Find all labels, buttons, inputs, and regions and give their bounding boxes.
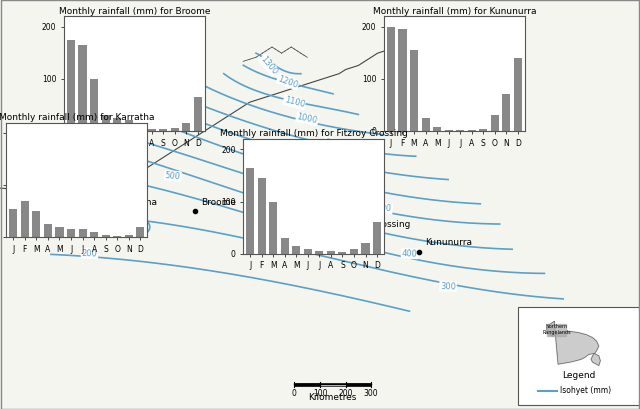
Bar xyxy=(304,249,312,254)
Text: 900: 900 xyxy=(324,137,341,149)
Bar xyxy=(125,121,132,131)
Bar xyxy=(387,27,395,131)
Bar xyxy=(468,130,476,131)
Bar xyxy=(456,130,464,131)
Bar xyxy=(491,115,499,131)
Bar xyxy=(514,58,522,131)
Text: Legend: Legend xyxy=(563,371,596,380)
Bar xyxy=(113,118,121,131)
Bar xyxy=(67,229,75,237)
Bar xyxy=(316,251,323,254)
Bar xyxy=(102,115,109,131)
Bar xyxy=(445,130,452,131)
Bar xyxy=(90,79,98,131)
Bar xyxy=(339,252,346,254)
Bar xyxy=(79,229,86,237)
Bar xyxy=(362,243,369,254)
Bar xyxy=(21,201,29,237)
Text: 100: 100 xyxy=(313,389,327,398)
Text: Northern
Rangelands: Northern Rangelands xyxy=(542,324,571,335)
Text: 1300: 1300 xyxy=(259,54,279,76)
Bar xyxy=(422,118,429,131)
Title: Monthly rainfall (mm) for Kununurra: Monthly rainfall (mm) for Kununurra xyxy=(372,7,536,16)
Bar xyxy=(136,128,144,131)
Bar xyxy=(269,202,277,254)
Bar xyxy=(125,235,132,237)
Title: Monthly rainfall (mm) for Broome: Monthly rainfall (mm) for Broome xyxy=(59,7,210,16)
Text: 300: 300 xyxy=(364,389,378,398)
Bar xyxy=(246,168,254,254)
Bar xyxy=(67,40,75,131)
Bar xyxy=(410,50,418,131)
Text: Karratha: Karratha xyxy=(118,198,157,207)
Text: 400: 400 xyxy=(401,249,418,258)
Bar xyxy=(136,227,144,237)
Bar xyxy=(502,94,510,131)
Bar xyxy=(90,232,98,237)
Text: 700: 700 xyxy=(260,171,277,181)
Title: Monthly rainfall (mm) for Fitzroy Crossing: Monthly rainfall (mm) for Fitzroy Crossi… xyxy=(220,129,408,138)
Bar xyxy=(294,383,320,386)
Text: 200: 200 xyxy=(339,389,353,398)
Bar xyxy=(171,128,179,131)
Title: Monthly rainfall (mm) for Karratha: Monthly rainfall (mm) for Karratha xyxy=(0,113,154,122)
Bar xyxy=(182,123,190,131)
Text: Isohyet (mm): Isohyet (mm) xyxy=(560,386,611,395)
Text: Broome: Broome xyxy=(202,198,237,207)
Text: Fitzroy Crossing: Fitzroy Crossing xyxy=(339,220,411,229)
Bar xyxy=(399,29,406,131)
Bar xyxy=(292,246,300,254)
Polygon shape xyxy=(547,321,600,366)
Text: 1100: 1100 xyxy=(283,95,306,109)
Text: 1200: 1200 xyxy=(276,74,300,90)
Text: 600: 600 xyxy=(376,203,392,214)
Text: Kilometres: Kilometres xyxy=(308,393,357,402)
Bar xyxy=(346,383,371,386)
Bar xyxy=(10,209,17,237)
Bar xyxy=(79,45,86,131)
FancyBboxPatch shape xyxy=(518,307,640,405)
Text: 500: 500 xyxy=(164,171,181,181)
Bar xyxy=(159,129,167,131)
Bar xyxy=(350,249,358,254)
Bar xyxy=(44,224,52,237)
Bar xyxy=(148,129,156,131)
Bar xyxy=(102,235,109,237)
Polygon shape xyxy=(547,324,566,336)
Bar xyxy=(33,211,40,237)
Text: 300: 300 xyxy=(440,281,456,291)
Bar xyxy=(194,97,202,131)
Bar xyxy=(433,127,441,131)
Bar xyxy=(113,236,121,237)
Text: 0: 0 xyxy=(292,389,297,398)
Bar xyxy=(56,227,63,237)
Text: Kununurra: Kununurra xyxy=(426,238,472,247)
Bar xyxy=(258,178,266,254)
Bar xyxy=(327,251,335,254)
Text: 1000: 1000 xyxy=(296,112,319,125)
Text: 200: 200 xyxy=(81,249,98,258)
Bar xyxy=(373,222,381,254)
Bar xyxy=(479,129,487,131)
Text: 800: 800 xyxy=(344,158,360,169)
Bar xyxy=(281,238,289,254)
Bar xyxy=(320,383,346,386)
